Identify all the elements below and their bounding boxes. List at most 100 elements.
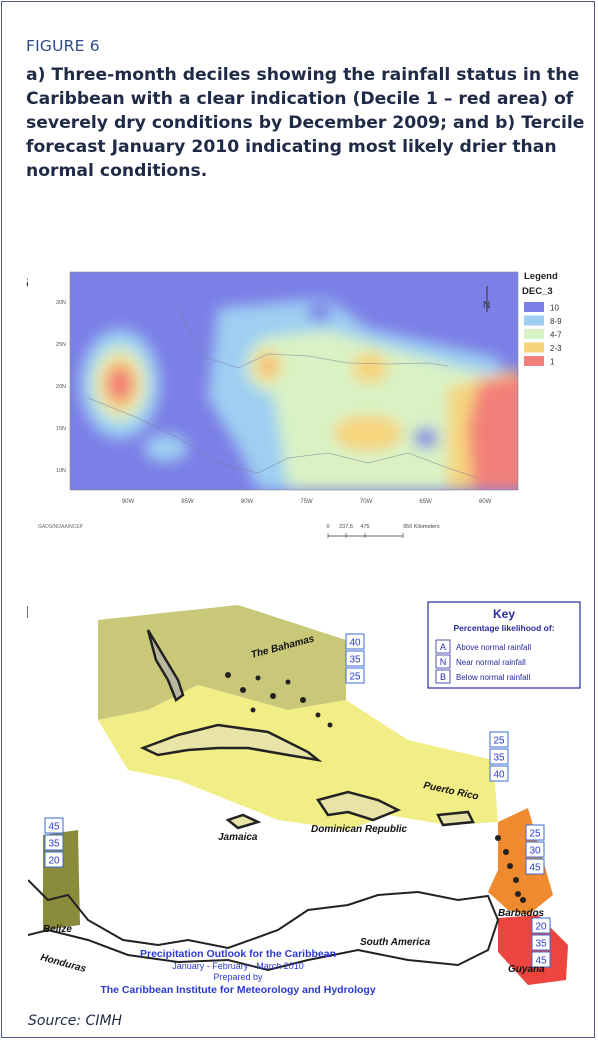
value-label: 35 bbox=[48, 839, 60, 850]
value-box bbox=[44, 834, 64, 851]
value-label: 20 bbox=[535, 922, 547, 933]
zone-2-3 bbox=[352, 352, 388, 384]
cuba-outline bbox=[139, 723, 323, 763]
lesser-antilles bbox=[495, 835, 526, 903]
key-box: Key Percentage likelihood of: A Above nor… bbox=[427, 601, 581, 689]
key-code: N bbox=[440, 657, 447, 667]
value-label: 30 bbox=[529, 846, 541, 857]
zone-10 bbox=[308, 302, 332, 322]
value-box bbox=[345, 633, 365, 650]
value-box bbox=[345, 667, 365, 684]
value-label: 45 bbox=[529, 863, 541, 874]
key-label: Near normal rainfall bbox=[456, 658, 526, 667]
figure-label: FIGURE 6 bbox=[26, 37, 100, 55]
legend-swatch bbox=[524, 315, 544, 326]
bahamas-islands bbox=[225, 672, 333, 728]
scale-bar: 0 237.5 475 950 Kilometers bbox=[326, 524, 440, 538]
coastline bbox=[87, 397, 479, 479]
key-title: Key bbox=[493, 607, 515, 621]
place-label: Barbados bbox=[498, 908, 545, 919]
key-items: A Above normal rainfall N Near normal rainf… bbox=[435, 639, 531, 684]
scale-label: 0 bbox=[326, 524, 329, 530]
value-label: 35 bbox=[349, 655, 361, 666]
key-code-box bbox=[435, 669, 451, 684]
map-credit: GADS/NOAA/NCEP bbox=[38, 524, 84, 530]
key-label: Above normal rainfall bbox=[456, 643, 531, 652]
value-label: 40 bbox=[349, 638, 361, 649]
y-tick-label: 30N bbox=[56, 300, 66, 306]
y-tick-label: 10N bbox=[56, 468, 66, 474]
value-box bbox=[531, 917, 551, 934]
scale-label: 950 Kilometers bbox=[403, 524, 440, 530]
jamaica-outline bbox=[225, 813, 262, 830]
value-label: 45 bbox=[535, 956, 547, 967]
outlook-title: Precipitation Outlook for the Caribbean bbox=[140, 948, 336, 960]
y-tick-label: 15N bbox=[56, 426, 66, 432]
key-code-box bbox=[435, 654, 451, 669]
legend-swatch bbox=[524, 302, 544, 312]
scale-label: 237.5 bbox=[339, 524, 353, 530]
prepared-by: Prepared by bbox=[213, 972, 263, 982]
puerto-rico-outline bbox=[436, 810, 475, 827]
legend-label: 2-3 bbox=[550, 344, 562, 353]
x-tick-label: 60W bbox=[479, 499, 492, 505]
key-label: Below normal rainfall bbox=[456, 673, 530, 682]
central-south-america-coastline bbox=[28, 879, 500, 972]
place-label: Guyana bbox=[508, 964, 545, 975]
legend-field: DEC_3 bbox=[522, 286, 553, 297]
x-tick-label: 80W bbox=[241, 499, 254, 505]
zone-8-9 bbox=[144, 434, 188, 462]
x-tick-labels: 90W 85W 80W 75W 70W 65W 60W bbox=[122, 499, 492, 505]
value-box bbox=[525, 841, 545, 858]
value-label: 25 bbox=[493, 736, 505, 747]
place-label: Dominican Republic bbox=[311, 824, 408, 835]
florida-outline bbox=[146, 629, 185, 702]
source-note: Source: CIMH bbox=[28, 1013, 123, 1029]
value-label: 20 bbox=[48, 856, 60, 867]
figure-caption: a) Three-month deciles showing the rainf… bbox=[26, 65, 585, 181]
value-label: 40 bbox=[493, 770, 505, 781]
decile-heatmap: N Legend DEC_3 108-94-72-31 90W85W80W75W… bbox=[28, 268, 584, 556]
value-box bbox=[489, 731, 509, 748]
value-label: 45 bbox=[48, 822, 60, 833]
organization-name: The Caribbean Institute for Meteorology … bbox=[100, 984, 376, 996]
value-box bbox=[345, 650, 365, 667]
x-tick-label: 70W bbox=[360, 499, 373, 505]
value-box bbox=[489, 748, 509, 765]
key-subtitle: Percentage likelihood of: bbox=[453, 623, 554, 633]
value-label: 35 bbox=[535, 939, 547, 950]
map-border bbox=[69, 271, 519, 491]
legend-swatch bbox=[524, 356, 544, 366]
value-box bbox=[489, 765, 509, 782]
zone-bahamas bbox=[98, 605, 346, 720]
x-tick-label: 75W bbox=[300, 499, 313, 505]
zone-eastern-caribbean bbox=[488, 808, 553, 915]
value-box bbox=[531, 951, 551, 968]
place-label: South America bbox=[360, 937, 431, 948]
key-code-box bbox=[435, 639, 451, 654]
value-label: 35 bbox=[493, 753, 505, 764]
y-tick-label: 20N bbox=[56, 384, 66, 390]
hispaniola-outline bbox=[315, 790, 402, 822]
value-box bbox=[44, 817, 64, 834]
outlook-period: January - February - March 2010 bbox=[172, 961, 304, 971]
legend-label: 8-9 bbox=[550, 317, 562, 326]
legend: 10 8-9 4-7 2-3 1 bbox=[524, 302, 562, 367]
legend-label: 1 bbox=[550, 358, 555, 367]
legend-label: 4-7 bbox=[550, 331, 562, 340]
legend-swatch bbox=[524, 329, 544, 339]
value-label: 25 bbox=[529, 829, 541, 840]
tercile-value-boxes: 40 35 25 25 35 40 45 35 20 25 30 45 20 35 45 bbox=[44, 633, 551, 968]
y-tick-label: 25N bbox=[56, 342, 66, 348]
x-tick-label: 90W bbox=[122, 499, 135, 505]
zone-1 bbox=[468, 375, 518, 490]
scale-label: 475 bbox=[360, 524, 369, 530]
value-box bbox=[531, 934, 551, 951]
legend-label: 10 bbox=[550, 304, 559, 313]
coastline bbox=[177, 307, 449, 369]
x-tick-label: 65W bbox=[419, 499, 432, 505]
value-label: 25 bbox=[349, 672, 361, 683]
y-tick-labels: 30N 25N 20N 15N 10N bbox=[56, 300, 66, 474]
